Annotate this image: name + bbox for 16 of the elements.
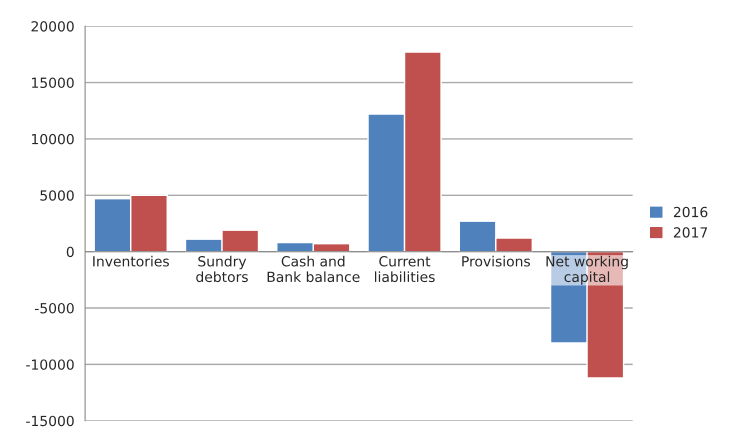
- y-tick-label: 10000: [32, 134, 74, 144]
- y-tick-label: 0: [66, 246, 74, 258]
- x-tick-label: Current liabilities: [374, 256, 435, 282]
- y-tick-label: 15000: [32, 77, 74, 88]
- x-tick-label: Inventories: [93, 256, 169, 267]
- x-tick-label: Cash and Bank balance: [268, 256, 360, 282]
- x-tick-label: Provisions: [462, 256, 530, 267]
- y-tick-label: -10000: [26, 359, 74, 370]
- y-tick-label: 5000: [40, 190, 74, 201]
- x-tick-label: Sundry debtors: [196, 256, 248, 282]
- y-tick-label: -15000: [26, 416, 74, 426]
- y-tick-label: -5000: [35, 302, 74, 314]
- y-tick-label: 20000: [32, 21, 74, 32]
- legend-label: 2016: [674, 206, 708, 218]
- legend-label: 2017: [674, 227, 708, 238]
- x-tick-label: Net working capital: [546, 256, 628, 285]
